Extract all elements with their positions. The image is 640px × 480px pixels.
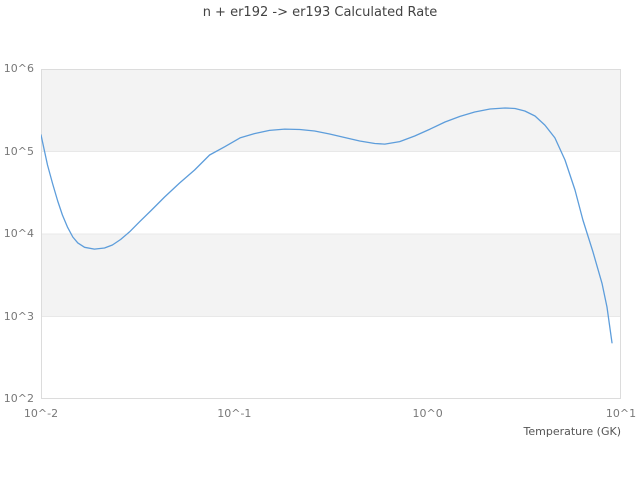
plot-border [41,69,621,399]
y-tick-label: 10^3 [3,309,34,323]
x-tick-label: 10^-2 [23,407,59,420]
x-tick-label: 10^-1 [217,407,252,420]
plot-area [41,69,621,399]
x-tick-label: 10^0 [412,407,443,420]
y-tick-label: 10^4 [3,227,34,240]
y-tick-label: 10^5 [3,144,34,158]
x-tick-label: 10^1 [605,407,637,420]
rate-curve-plot [41,69,621,399]
shaded-band [41,234,621,317]
x-axis-title: Temperature (GK) [523,425,622,438]
shaded-band [41,69,621,152]
rate-curve-line [41,107,613,344]
y-tick-label: 10^6 [3,62,34,75]
chart-title: n + er192 -> er193 Calculated Rate [202,5,438,20]
y-tick-label: 10^2 [3,392,34,405]
